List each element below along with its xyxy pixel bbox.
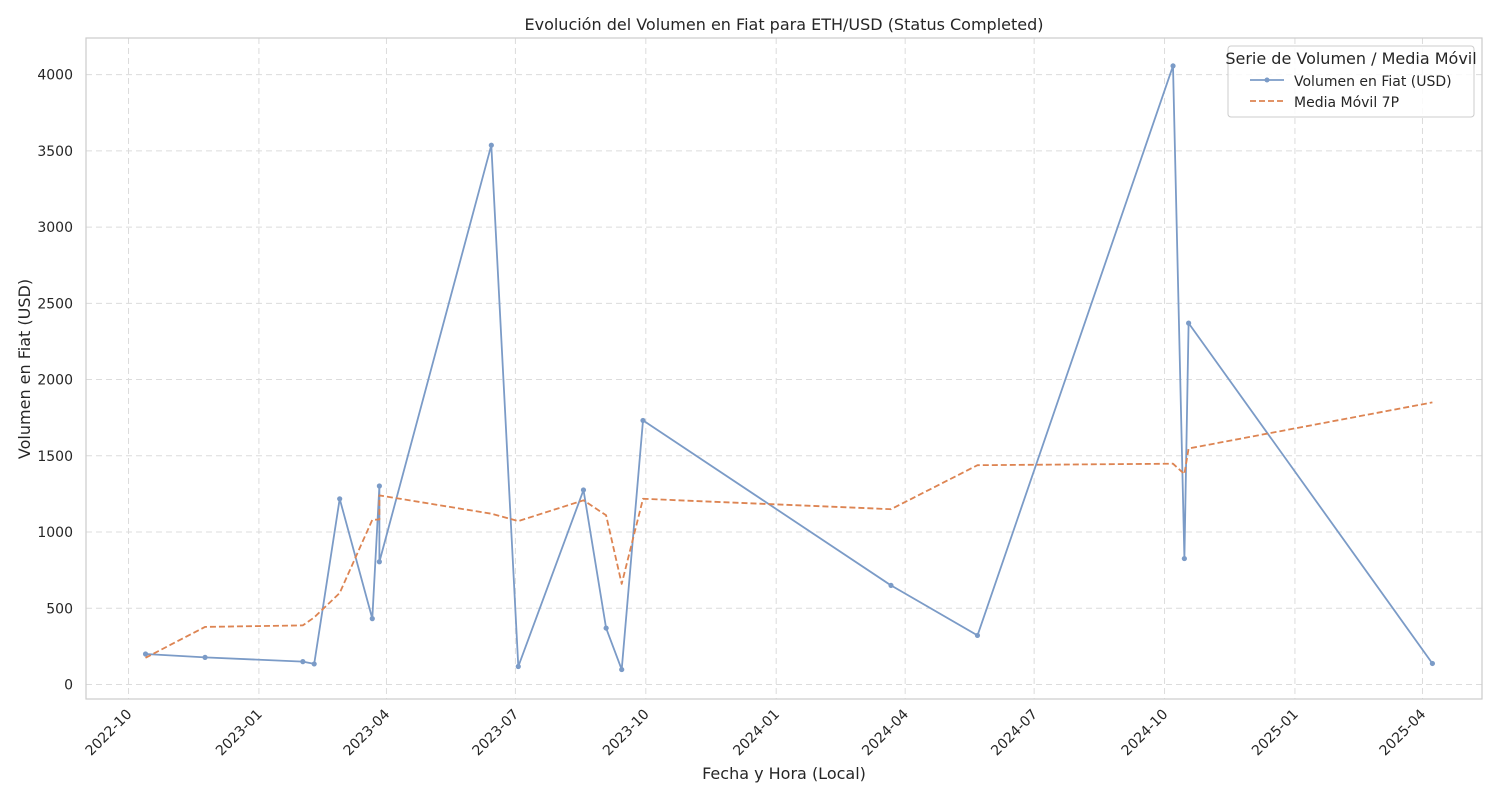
series-line-volumen bbox=[145, 65, 1434, 671]
y-tick-label: 4000 bbox=[37, 68, 73, 84]
x-axis-title: Fecha y Hora (Local) bbox=[702, 764, 866, 783]
data-point-volumen bbox=[488, 142, 494, 148]
x-tick-label: 2024-07 bbox=[988, 707, 1041, 760]
x-tick-label: 2024-01 bbox=[730, 707, 783, 760]
data-point-volumen bbox=[603, 625, 609, 631]
data-point-volumen bbox=[580, 487, 587, 493]
y-tick-label: 3000 bbox=[37, 220, 73, 236]
y-axis-title: Volumen en Fiat (USD) bbox=[15, 279, 34, 459]
y-tick-label: 500 bbox=[46, 601, 73, 617]
x-tick-label: 2025-04 bbox=[1377, 706, 1430, 759]
data-point-volumen bbox=[888, 582, 894, 589]
data-point-volumen bbox=[619, 666, 625, 673]
data-point-volumen bbox=[376, 559, 382, 565]
data-point-volumen bbox=[1186, 320, 1192, 326]
x-tick-label: 2023-10 bbox=[600, 707, 653, 760]
legend: Serie de Volumen / Media Móvil Volumen e… bbox=[1225, 45, 1477, 118]
y-tick-labels: 0 500 1000 1500 2000 2500 3000 3500 4000 bbox=[37, 68, 73, 694]
x-tick-label: 2024-04 bbox=[859, 706, 912, 759]
x-tick-label: 2023-07 bbox=[470, 707, 523, 760]
data-point-volumen bbox=[337, 496, 343, 502]
x-tick-label: 2023-04 bbox=[341, 706, 394, 759]
data-point-volumen bbox=[1181, 555, 1187, 562]
plot-frame bbox=[85, 37, 1483, 700]
data-point-volumen bbox=[369, 616, 375, 622]
data-point-volumen bbox=[311, 661, 317, 667]
legend-marker-volumen bbox=[1264, 77, 1270, 83]
data-point-volumen bbox=[202, 654, 208, 660]
data-point-volumen bbox=[640, 417, 646, 424]
series-group bbox=[142, 63, 1435, 673]
y-tick-label: 3500 bbox=[37, 144, 73, 160]
y-tick-label: 1000 bbox=[37, 525, 73, 541]
data-point-volumen bbox=[515, 663, 521, 670]
x-tick-label: 2022-10 bbox=[83, 707, 136, 760]
legend-box bbox=[1227, 45, 1475, 118]
data-point-volumen bbox=[974, 632, 981, 639]
y-tick-label: 0 bbox=[64, 678, 73, 694]
data-point-volumen bbox=[1429, 660, 1435, 667]
legend-label-media-movil: Media Móvil 7P bbox=[1294, 95, 1399, 111]
y-tick-label: 2500 bbox=[37, 296, 73, 312]
data-point-volumen bbox=[142, 651, 149, 657]
y-tick-label: 1500 bbox=[37, 449, 73, 465]
data-point-volumen bbox=[300, 659, 306, 665]
legend-label-volumen: Volumen en Fiat (USD) bbox=[1294, 74, 1452, 90]
data-point-volumen bbox=[376, 483, 382, 489]
legend-title: Serie de Volumen / Media Móvil bbox=[1225, 49, 1476, 68]
data-point-volumen bbox=[1170, 63, 1176, 69]
grid-lines bbox=[86, 38, 1482, 699]
x-tick-label: 2023-01 bbox=[213, 707, 266, 760]
x-tick-labels: 2022-10 2023-01 2023-04 2023-07 2023-10 2024-… bbox=[83, 706, 1430, 759]
y-tick-label: 2000 bbox=[37, 373, 73, 389]
x-tick-label: 2025-01 bbox=[1249, 707, 1302, 760]
series-line-media-movil bbox=[145, 401, 1433, 659]
chart-title: Evolución del Volumen en Fiat para ETH/U… bbox=[524, 15, 1043, 34]
x-tick-label: 2024-10 bbox=[1119, 707, 1172, 760]
